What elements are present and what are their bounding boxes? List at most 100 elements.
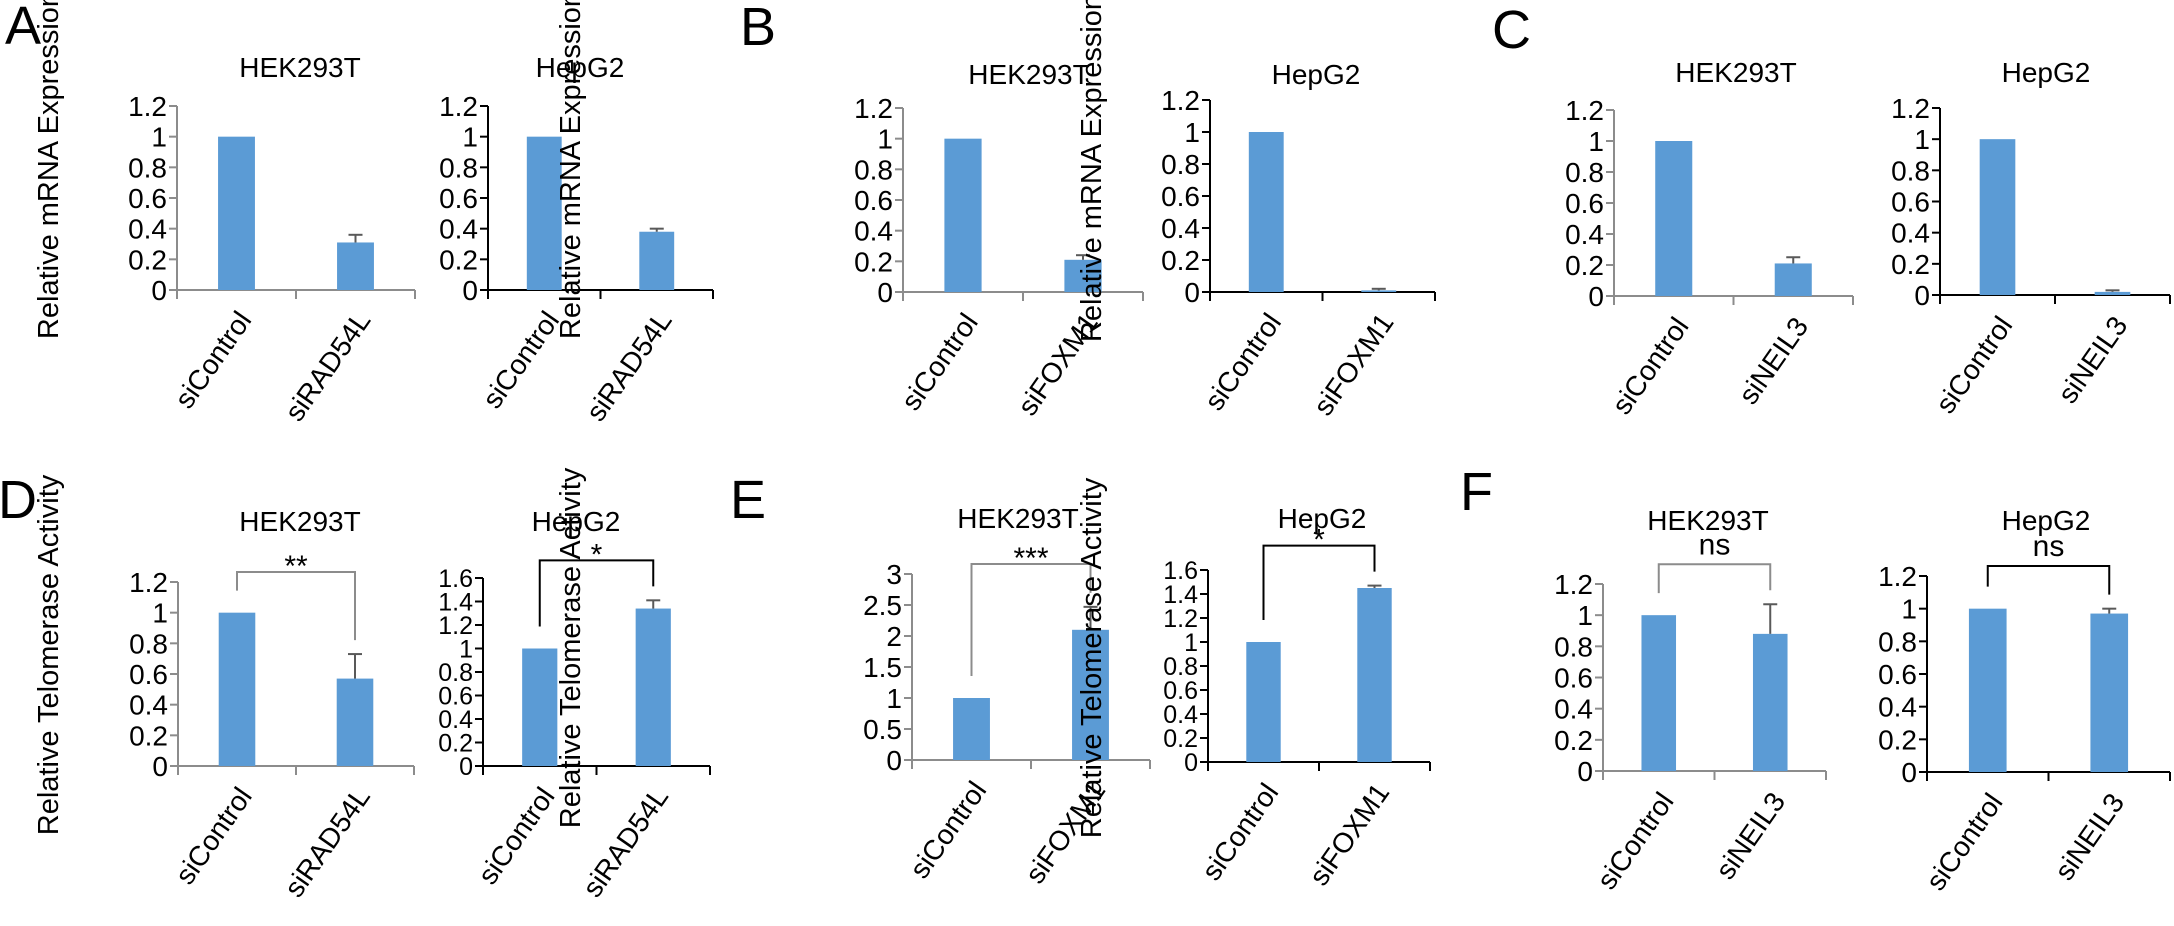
bar-sicontrol — [526, 136, 562, 290]
y-tick-label: 0.6 — [1565, 188, 1604, 219]
y-tick-label: 1 — [886, 683, 902, 714]
y-tick-label: 2 — [886, 621, 902, 652]
y-tick-label: 1.2 — [854, 93, 893, 124]
significance-bracket — [1986, 565, 2111, 595]
x-category-label: siControl — [1606, 312, 1695, 420]
y-tick-label: 1.6 — [438, 565, 473, 593]
y-tick-label: 0 — [152, 751, 168, 782]
y-tick-label: 1.4 — [1163, 581, 1198, 609]
x-category-label: siRAD54L — [279, 306, 377, 427]
y-tick-label: 0.4 — [854, 216, 893, 247]
y-tick-label: 0.8 — [1565, 157, 1604, 188]
y-tick-label: 0 — [459, 753, 473, 781]
bar-sifoxm1 — [1357, 588, 1392, 762]
bar-sicontrol — [944, 138, 982, 292]
y-tick-label: 1.2 — [1891, 93, 1930, 124]
y-tick-label: 0.6 — [1554, 663, 1593, 694]
y-tick-label: 0.2 — [1163, 725, 1198, 753]
y-tick-label: 1.2 — [1163, 605, 1198, 633]
y-tick-label: 1.5 — [863, 652, 902, 683]
y-tick-label: 0.4 — [1163, 701, 1198, 729]
significance-label: ns — [1699, 528, 1731, 561]
chart-d-hepg2: HepG2 00.20.40.60.811.21.41.6 siControl siR… — [438, 506, 711, 903]
chart-title: HEK293T — [239, 506, 360, 537]
y-tick-label: 1.2 — [1554, 569, 1593, 600]
y-tick-label: 0.8 — [1163, 653, 1198, 681]
chart-d-hek293t: D HEK293T Relative Telomerase Activity 00.2… — [0, 470, 415, 903]
chart-title: HEK293T — [1647, 505, 1768, 536]
y-tick-label: 1 — [1914, 124, 1930, 155]
y-axis-label: Relative mRNA Expression — [33, 0, 65, 339]
chart-title: HEK293T — [968, 59, 1089, 90]
bar-sirad54l — [639, 231, 675, 290]
y-tick-label: 0.2 — [1891, 249, 1930, 280]
chart-title: HepG2 — [1278, 503, 1367, 534]
x-category-label: siControl — [1930, 311, 2019, 419]
significance-bracket — [970, 563, 1092, 676]
y-tick-label: 1 — [877, 124, 893, 155]
y-tick-label: 0.2 — [1554, 725, 1593, 756]
significance-label: * — [1313, 524, 1325, 557]
x-category-label: siControl — [1920, 788, 2009, 896]
x-category-label: siControl — [1198, 308, 1287, 416]
x-category-label: siNEIL3 — [2052, 311, 2134, 409]
significance-bracket — [1262, 544, 1376, 620]
y-tick-label: 0.2 — [438, 730, 473, 758]
y-tick-label: 0.8 — [1554, 631, 1593, 662]
y-tick-label: 0.6 — [1163, 677, 1198, 705]
y-tick-label: 0.2 — [1161, 245, 1200, 276]
y-tick-label: 1 — [1901, 594, 1917, 625]
y-tick-label: 0 — [877, 277, 893, 308]
bar-sifoxm1 — [1072, 629, 1109, 760]
bar-sirad54l — [336, 678, 374, 766]
bar-sicontrol — [1968, 608, 2007, 772]
y-tick-label: 0 — [151, 275, 167, 306]
bar-sirad54l — [635, 608, 671, 766]
y-tick-label: 0.8 — [438, 659, 473, 687]
y-tick-label: 1.2 — [438, 612, 473, 640]
y-tick-label: 0.4 — [1891, 218, 1930, 249]
panel-letter: C — [1492, 0, 1531, 60]
panel-letter: E — [730, 470, 766, 530]
y-axis-label: Relative Telomerase Activity — [1076, 477, 1108, 838]
y-axis-label: Relative Telomerase Activity — [555, 467, 587, 828]
x-category-label: siFOXM1 — [1303, 778, 1395, 891]
y-tick-label: 0 — [1577, 756, 1593, 787]
significance-label: ns — [2033, 530, 2065, 563]
y-tick-label: 0.8 — [1878, 626, 1917, 657]
x-category-label: siRAD54L — [576, 782, 674, 903]
x-category-label: siControl — [169, 782, 258, 890]
y-tick-label: 1 — [462, 122, 478, 153]
y-tick-label: 0.6 — [1891, 187, 1930, 218]
bar-sicontrol — [953, 698, 990, 760]
bar-sifoxm1 — [1064, 259, 1102, 292]
y-tick-label: 0.4 — [129, 690, 168, 721]
y-tick-label: 0.8 — [854, 154, 893, 185]
y-tick-label: 0.6 — [1878, 659, 1917, 690]
chart-title: HEK293T — [957, 503, 1078, 534]
bar-sicontrol — [1246, 642, 1281, 762]
y-tick-label: 1 — [152, 598, 168, 629]
bar-sicontrol — [1641, 615, 1677, 771]
y-tick-label: 0.2 — [129, 720, 168, 751]
bar-sirad54l — [337, 242, 374, 290]
y-tick-label: 1 — [1184, 629, 1198, 657]
y-tick-label: 1 — [1588, 126, 1604, 157]
y-tick-label: 0.6 — [439, 183, 478, 214]
bar-sicontrol — [218, 136, 255, 290]
x-category-label: siControl — [476, 306, 565, 414]
significance-bracket — [538, 559, 655, 627]
x-category-label: siControl — [472, 782, 561, 890]
y-tick-label: 0.4 — [1565, 219, 1604, 250]
bar-sineil3 — [1774, 263, 1812, 296]
y-tick-label: 3 — [886, 559, 902, 590]
y-tick-label: 2.5 — [863, 590, 902, 621]
y-tick-label: 0.4 — [438, 706, 473, 734]
x-category-label: siControl — [904, 776, 993, 884]
y-axis-label: Relative Telomerase Activity — [33, 474, 65, 835]
panel-letter: D — [0, 470, 37, 530]
significance-label: * — [591, 538, 603, 571]
y-axis-label: Relative mRNA Expression — [1076, 0, 1108, 342]
